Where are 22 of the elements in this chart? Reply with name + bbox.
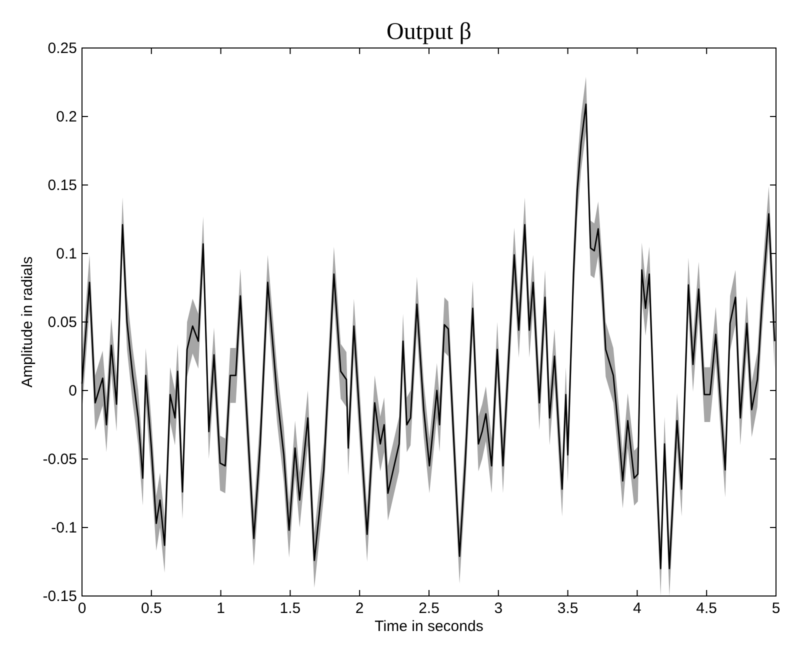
y-tick-label: 0.25: [48, 40, 77, 57]
x-tick-label: 1: [216, 600, 225, 617]
x-tick-label: 0.5: [140, 600, 162, 617]
y-tick-label: 0.1: [56, 246, 77, 262]
x-tick-label: 5: [772, 600, 780, 617]
x-tick-label: 4.5: [696, 600, 718, 617]
y-tick-label: 0.2: [56, 108, 77, 126]
y-tick-label: 0: [68, 382, 77, 400]
x-tick-label: 1.5: [280, 600, 301, 617]
x-tick-label: 2: [355, 600, 364, 617]
y-tick-label: 0.05: [48, 314, 77, 331]
x-axis-title: Time in seconds: [374, 618, 484, 635]
y-axis-title: Amplitude in radials: [19, 256, 36, 388]
x-tick-label: 3: [494, 600, 503, 617]
x-tick-label: 4: [633, 600, 642, 617]
y-tick-label: -0.15: [42, 588, 77, 605]
x-tick-label: 2.5: [418, 600, 440, 617]
y-tick-label: -0.1: [51, 520, 77, 536]
x-tick-label: 3.5: [557, 600, 578, 617]
y-tick-label: 0.15: [48, 177, 77, 194]
chart-title: Output β: [386, 19, 472, 45]
y-tick-label: -0.05: [42, 451, 77, 468]
